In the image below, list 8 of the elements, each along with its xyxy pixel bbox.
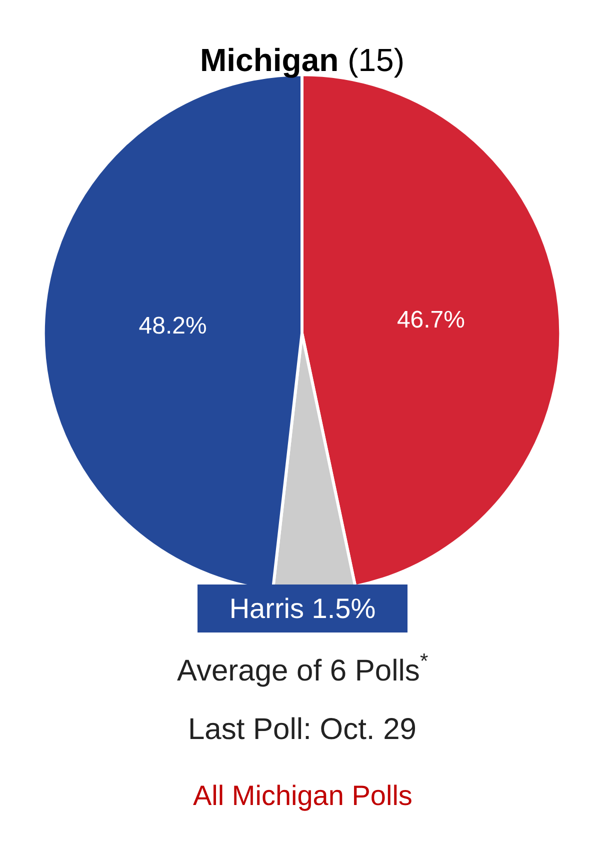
- data-label: 46.7%: [396, 306, 466, 334]
- text: Harris 1.5%: [206, 593, 399, 624]
- data-label: 48.2%: [138, 312, 207, 340]
- text: Average of 6 Polls$^{*}$: [177, 650, 428, 688]
- chart-subtitle: (15): [348, 42, 404, 78]
- chart-title: Michigan: [200, 42, 339, 78]
- text: Last Poll: Oct. 29: [188, 713, 416, 746]
- text: All Michigan Polls: [193, 780, 412, 811]
